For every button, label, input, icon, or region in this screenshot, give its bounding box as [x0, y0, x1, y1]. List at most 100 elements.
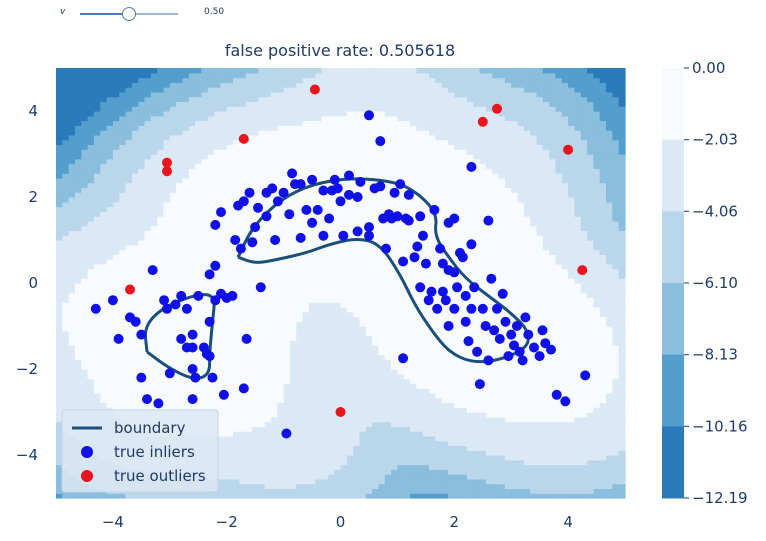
contour-cell [523, 249, 531, 255]
contour-cell [391, 488, 398, 494]
contour-cell [606, 493, 613, 499]
contour-cell [422, 340, 430, 346]
contour-cell [593, 493, 601, 499]
contour-cell [574, 450, 582, 456]
contour-cell [492, 450, 500, 456]
contour-cell [270, 283, 278, 289]
contour-cell [353, 283, 361, 289]
contour-cell [138, 311, 146, 318]
slider-knob[interactable] [122, 7, 136, 21]
contour-cell [346, 416, 354, 423]
contour-cell [542, 421, 550, 427]
contour-cell [283, 464, 291, 470]
contour-cell [429, 397, 436, 404]
contour-cell [201, 383, 209, 389]
contour-cell [264, 354, 272, 361]
contour-cell [302, 268, 310, 275]
contour-cell [504, 388, 512, 394]
contour-cell [574, 483, 582, 490]
contour-cell [334, 302, 342, 308]
contour-cell [454, 335, 462, 341]
contour-cell [606, 474, 613, 480]
contour-cell [485, 412, 493, 418]
contour-cell [226, 263, 234, 270]
contour-cell [125, 388, 133, 394]
contour-cell [612, 402, 620, 408]
slider-track[interactable] [80, 7, 178, 21]
contour-cell [188, 259, 196, 265]
contour-cell [327, 259, 335, 265]
contour-cell [277, 283, 285, 289]
contour-cell [195, 397, 203, 404]
contour-cell [372, 326, 380, 332]
contour-cell [498, 283, 506, 289]
contour-cell [574, 354, 582, 361]
contour-cell [220, 493, 228, 499]
contour-cell [74, 359, 82, 365]
contour-cell [403, 278, 411, 284]
contour-cell [353, 340, 361, 346]
contour-cell [321, 278, 329, 284]
contour-cell [460, 488, 468, 494]
contour-cell [157, 364, 165, 370]
contour-cell [523, 402, 531, 408]
contour-cell [542, 416, 550, 423]
contour-cell [397, 326, 405, 332]
contour-cell [62, 268, 70, 275]
contour-cell [397, 478, 405, 485]
contour-cell [555, 483, 563, 490]
contour-cell [270, 335, 278, 341]
contour-cell [270, 330, 278, 337]
contour-cell [618, 263, 626, 270]
contour-cell [517, 283, 525, 289]
contour-cell [68, 321, 76, 327]
contour-cell [384, 306, 392, 313]
contour-cell [504, 426, 512, 432]
contour-cell [511, 407, 519, 413]
contour-cell [561, 287, 569, 294]
contour-cell [466, 483, 474, 490]
contour-cell [397, 412, 405, 418]
contour-cell [542, 297, 550, 303]
contour-cell [258, 421, 266, 427]
contour-cell [555, 402, 563, 408]
contour-cell [384, 273, 392, 279]
contour-cell [56, 402, 63, 408]
contour-cell [530, 326, 538, 332]
contour-cell [62, 283, 70, 289]
contour-cell [150, 240, 158, 246]
contour-cell [523, 278, 531, 284]
contour-cell [568, 493, 576, 499]
contour-cell [131, 292, 139, 298]
contour-cell [207, 302, 215, 308]
contour-cell [315, 426, 323, 432]
contour-cell [62, 297, 70, 303]
contour-cell [334, 378, 342, 384]
contour-cell [549, 459, 557, 466]
contour-cell [593, 244, 601, 251]
contour-cell [81, 273, 89, 279]
contour-cell [308, 302, 316, 308]
contour-cell [555, 435, 563, 442]
contour-cell [359, 244, 367, 251]
contour-cell [201, 378, 209, 384]
contour-cell [220, 259, 228, 265]
contour-cell [447, 330, 455, 337]
contour-cell [56, 469, 63, 475]
contour-cell [277, 445, 285, 451]
contour-cell [568, 407, 576, 413]
contour-cell [391, 259, 398, 265]
contour-cell [346, 440, 354, 447]
contour-cell [606, 359, 613, 365]
contour-cell [460, 283, 468, 289]
contour-cell [365, 354, 373, 361]
contour-cell [498, 445, 506, 451]
contour-cell [504, 478, 512, 485]
contour-cell [517, 306, 525, 313]
contour-cell [131, 306, 139, 313]
contour-cell [403, 421, 411, 427]
contour-cell [479, 340, 487, 346]
contour-cell [56, 345, 63, 351]
contour-cell [239, 268, 247, 275]
contour-cell [536, 426, 544, 432]
